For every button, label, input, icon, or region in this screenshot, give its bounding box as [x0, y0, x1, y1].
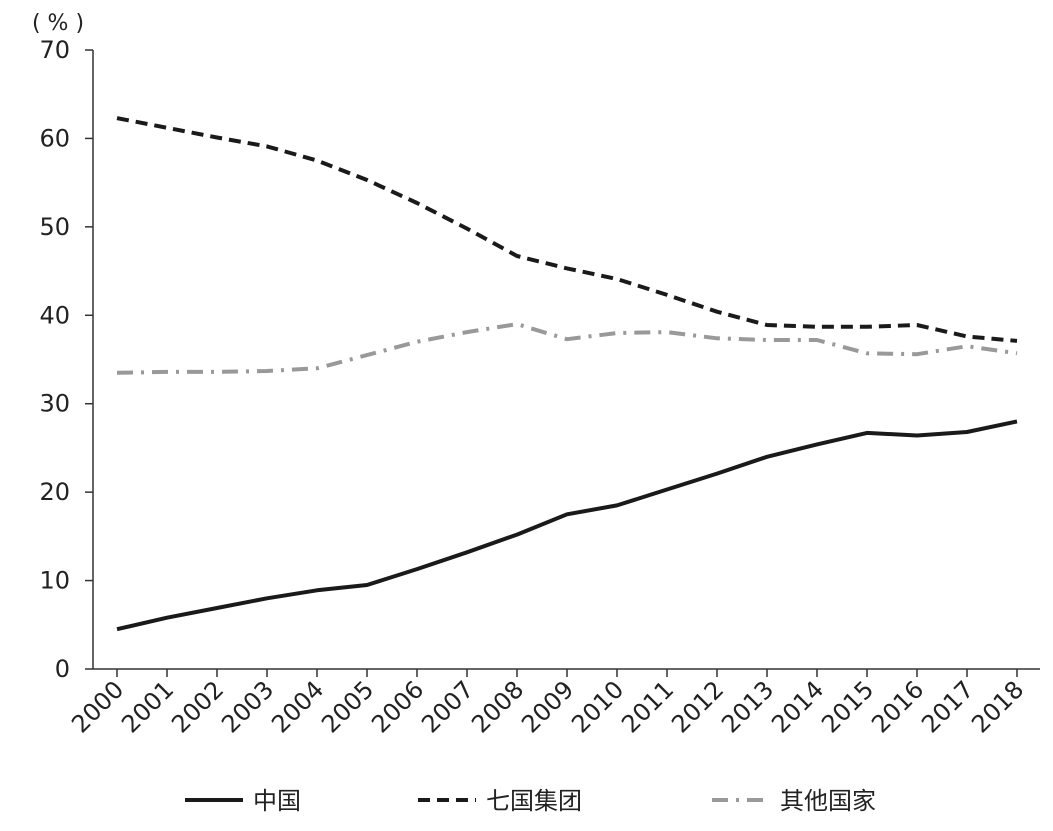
series-2-point — [465, 330, 469, 334]
series-layer — [115, 116, 1019, 632]
x-tick-label: 2006 — [366, 675, 429, 738]
series-1-point — [165, 126, 169, 130]
series-2-point — [715, 336, 719, 340]
series-1-point — [365, 178, 369, 182]
x-tick-label: 2013 — [716, 675, 779, 738]
series-2-point — [515, 322, 519, 326]
series-0-point — [265, 596, 269, 600]
series-0-point — [965, 430, 969, 434]
series-2-point — [615, 331, 619, 335]
series-0-point — [615, 503, 619, 507]
series-line-2 — [116, 322, 1018, 375]
series-2-point — [565, 337, 569, 341]
series-2-point — [765, 338, 769, 342]
series-2-point — [865, 351, 869, 355]
series-0-point — [215, 606, 219, 610]
series-2-point — [915, 352, 919, 356]
x-tick-label: 2004 — [266, 675, 329, 738]
series-2-point — [365, 353, 369, 357]
x-tick-label: 2014 — [766, 675, 829, 738]
series-1-point — [915, 323, 919, 327]
series-line-0 — [116, 419, 1018, 632]
y-tick-label: 70 — [39, 36, 70, 64]
series-2-point — [115, 371, 119, 375]
series-2-point — [1015, 351, 1019, 355]
series-1-point — [215, 136, 219, 140]
series-1-point — [965, 335, 969, 339]
series-0-point — [715, 472, 719, 476]
series-0-point — [665, 487, 669, 491]
y-tick-label: 0 — [55, 655, 70, 683]
series-2-point — [415, 340, 419, 344]
series-0-point — [315, 588, 319, 592]
series-0-point — [815, 442, 819, 446]
y-tick-label: 50 — [39, 213, 70, 241]
series-1-point — [315, 159, 319, 163]
series-2-point — [215, 370, 219, 374]
series-1-point — [865, 325, 869, 329]
x-tick-label: 2000 — [66, 675, 129, 738]
series-0-point — [415, 567, 419, 571]
x-tick-label: 2010 — [566, 675, 629, 738]
series-2-point — [665, 330, 669, 334]
x-tick-label: 2009 — [516, 675, 579, 738]
series-1-point — [715, 310, 719, 314]
series-1-point — [815, 325, 819, 329]
series-0-point — [1015, 419, 1019, 423]
y-tick-label: 10 — [39, 567, 70, 595]
x-tick-label: 2002 — [166, 675, 229, 738]
x-tick-label: 2001 — [116, 675, 179, 738]
series-1-point — [265, 144, 269, 148]
series-1-point — [515, 254, 519, 258]
series-0-point — [515, 533, 519, 537]
x-tick-label: 2003 — [216, 675, 279, 738]
y-unit-label: ( % ) — [32, 11, 84, 36]
series-2-point — [965, 344, 969, 348]
legend-label-1: 七国集团 — [486, 787, 582, 815]
series-0-point — [565, 512, 569, 516]
series-1-point — [115, 116, 119, 120]
x-tick-label: 2015 — [816, 675, 879, 738]
legend-label-0: 中国 — [253, 787, 301, 815]
series-1-point — [565, 266, 569, 270]
series-0-point — [915, 434, 919, 438]
x-tick-label: 2017 — [916, 675, 979, 738]
series-1-point — [465, 227, 469, 231]
series-2-point — [165, 370, 169, 374]
legend: 中国 七国集团 其他国家 — [185, 787, 876, 815]
series-0-point — [765, 455, 769, 459]
x-tick-label: 2018 — [966, 675, 1029, 738]
x-tick-label: 2007 — [416, 675, 479, 738]
y-tick-label: 40 — [39, 301, 70, 329]
series-0-point — [465, 550, 469, 554]
y-tick-label: 60 — [39, 124, 70, 152]
series-line-1 — [116, 116, 1018, 343]
series-1-point — [1015, 339, 1019, 343]
x-tick-label: 2016 — [866, 675, 929, 738]
series-2-point — [315, 366, 319, 370]
y-tick-label: 30 — [39, 390, 70, 418]
series-1-point — [665, 293, 669, 297]
series-0-point — [165, 616, 169, 620]
y-tick-label: 20 — [39, 478, 70, 506]
x-tick-label: 2011 — [616, 675, 679, 738]
x-tick-label: 2008 — [466, 675, 529, 738]
series-1-point — [415, 201, 419, 205]
legend-label-2: 其他国家 — [780, 787, 876, 815]
series-1-point — [765, 323, 769, 327]
series-0-point — [865, 431, 869, 435]
x-tick-label: 2005 — [316, 675, 379, 738]
series-0-point — [115, 627, 119, 631]
axes: ( % ) 0 10 20 30 40 50 60 70 20002001200220032004… — [32, 11, 1040, 738]
x-tick-label: 2012 — [666, 675, 729, 738]
series-2-point — [815, 338, 819, 342]
series-2-point — [265, 369, 269, 373]
series-0-point — [365, 583, 369, 587]
series-1-point — [615, 277, 619, 281]
